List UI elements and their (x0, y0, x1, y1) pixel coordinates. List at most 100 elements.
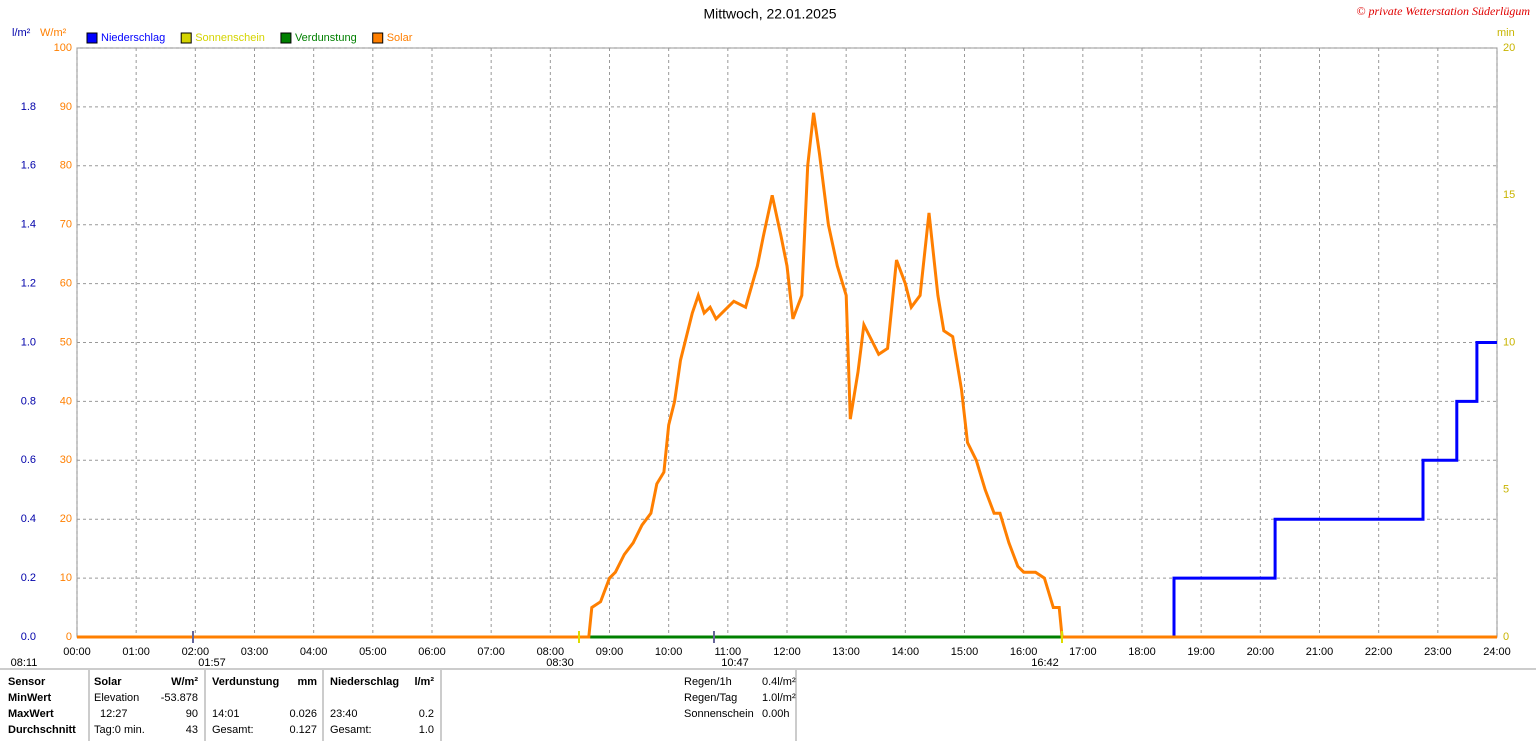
table-cell: Niederschlag (330, 676, 399, 688)
table-cell: MaxWert (8, 708, 54, 720)
time-annotation: 10:47 (721, 657, 749, 669)
legend-swatch (372, 32, 384, 44)
y2-tick-label: 0.2 (21, 572, 36, 584)
series-line (77, 112, 1497, 639)
x-tick-label: 00:00 (63, 646, 91, 658)
table-cell: MinWert (8, 692, 52, 704)
y2-tick-label: 0.0 (21, 631, 36, 643)
x-tick-label: 15:00 (951, 646, 979, 658)
y-tick-label: 80 (60, 160, 72, 172)
x-tick-label: 11:00 (714, 646, 741, 658)
table-cell: Sensor (8, 676, 46, 688)
y3-tick-label: 10 (1503, 336, 1515, 348)
x-tick-label: 09:00 (596, 646, 624, 658)
y2-tick-label: 1.0 (21, 336, 36, 348)
x-tick-label: 14:00 (892, 646, 920, 658)
x-tick-label: 19:00 (1187, 646, 1215, 658)
y3-tick-label: 20 (1503, 42, 1515, 54)
x-tick-label: 12:00 (773, 646, 801, 658)
summary-cell: 0.4l/m² (762, 676, 796, 688)
summary-cell: Regen/Tag (684, 692, 737, 704)
y2-tick-label: 0.8 (21, 395, 36, 407)
chart-title: Mittwoch, 22.01.2025 (703, 6, 836, 22)
y2-tick-label: 0.4 (21, 513, 36, 525)
legend-label: Sonnenschein (195, 32, 265, 44)
x-tick-label: 02:00 (182, 646, 210, 658)
table-cell: 90 (186, 708, 198, 720)
summary-cell: 1.0l/m² (762, 692, 796, 704)
x-tick-label: 01:00 (122, 646, 150, 658)
time-annotation: 16:42 (1031, 657, 1059, 669)
table-cell: Gesamt: (212, 724, 254, 736)
x-tick-label: 23:00 (1424, 646, 1452, 658)
x-tick-label: 13:00 (832, 646, 860, 658)
table-cell: mm (297, 676, 317, 688)
table-cell: 23:40 (330, 708, 358, 720)
table-cell: 14:01 (212, 708, 240, 720)
y-tick-label: 90 (60, 101, 72, 113)
table-cell: Solar (94, 676, 122, 688)
y-tick-label: 10 (60, 572, 72, 584)
y3-tick-label: 0 (1503, 631, 1509, 643)
table-cell: 43 (186, 724, 198, 736)
table-cell: Tag:0 min. (94, 724, 145, 736)
table-cell: -53.878 (161, 692, 198, 704)
x-tick-label: 17:00 (1069, 646, 1097, 658)
table-cell: Elevation (94, 692, 139, 704)
y-tick-label: 100 (54, 42, 72, 54)
table-cell: Verdunstung (212, 676, 279, 688)
x-tick-label: 08:00 (537, 646, 565, 658)
y3-tick-label: 15 (1503, 189, 1515, 201)
y3-tick-label: 5 (1503, 484, 1509, 496)
legend-swatch (180, 32, 192, 44)
y2-tick-label: 1.8 (21, 101, 36, 113)
x-tick-label: 24:00 (1483, 646, 1511, 658)
y-tick-label: 0 (66, 631, 72, 643)
x-tick-label: 20:00 (1247, 646, 1275, 658)
legend-swatch (280, 32, 292, 44)
table-lines (88, 670, 797, 741)
summary-cell: Regen/1h (684, 676, 732, 688)
x-tick-label: 18:00 (1128, 646, 1156, 658)
y-tick-label: 30 (60, 454, 72, 466)
time-annotation: 08:11 (11, 657, 38, 669)
table-cell: W/m² (171, 676, 198, 688)
table-cell: 1.0 (419, 724, 434, 736)
x-tick-label: 06:00 (418, 646, 446, 658)
x-tick-label: 04:00 (300, 646, 328, 658)
time-annotation: 08:30 (546, 657, 574, 669)
time-annotation: 01:57 (198, 657, 226, 669)
x-tick-label: 22:00 (1365, 646, 1393, 658)
table-cell: Durchschnitt (8, 724, 76, 736)
y2-tick-label: 1.4 (21, 219, 36, 231)
x-tick-label: 21:00 (1306, 646, 1334, 658)
table-cell: l/m² (414, 676, 434, 688)
table-cell: 0.127 (289, 724, 317, 736)
y-tick-label: 50 (60, 336, 72, 348)
y2-tick-label: 0.6 (21, 454, 36, 466)
table-cell: Gesamt: (330, 724, 372, 736)
table-cell: 12:27 (100, 708, 128, 720)
y2-tick-label: 1.2 (21, 278, 36, 290)
credit: © private Wetterstation Süderlügum (1356, 4, 1530, 18)
table-cell: 0.026 (289, 708, 317, 720)
y-unit: W/m² (40, 27, 67, 39)
table-cell: 0.2 (419, 708, 434, 720)
y-tick-label: 20 (60, 513, 72, 525)
y-tick-label: 40 (60, 395, 72, 407)
y-tick-label: 60 (60, 278, 72, 290)
summary-cell: 0.00h (762, 708, 790, 720)
x-tick-label: 16:00 (1010, 646, 1038, 658)
legend-label: Verdunstung (295, 32, 357, 44)
y-tick-label: 70 (60, 219, 72, 231)
y2-unit: l/m² (12, 27, 31, 39)
legend-label: Solar (387, 32, 413, 44)
legend-label: Niederschlag (101, 32, 165, 44)
series-line (77, 341, 1497, 639)
x-tick-label: 10:00 (655, 646, 683, 658)
y2-tick-label: 1.6 (21, 160, 36, 172)
summary-cell: Sonnenschein (684, 708, 754, 720)
x-tick-label: 03:00 (241, 646, 269, 658)
